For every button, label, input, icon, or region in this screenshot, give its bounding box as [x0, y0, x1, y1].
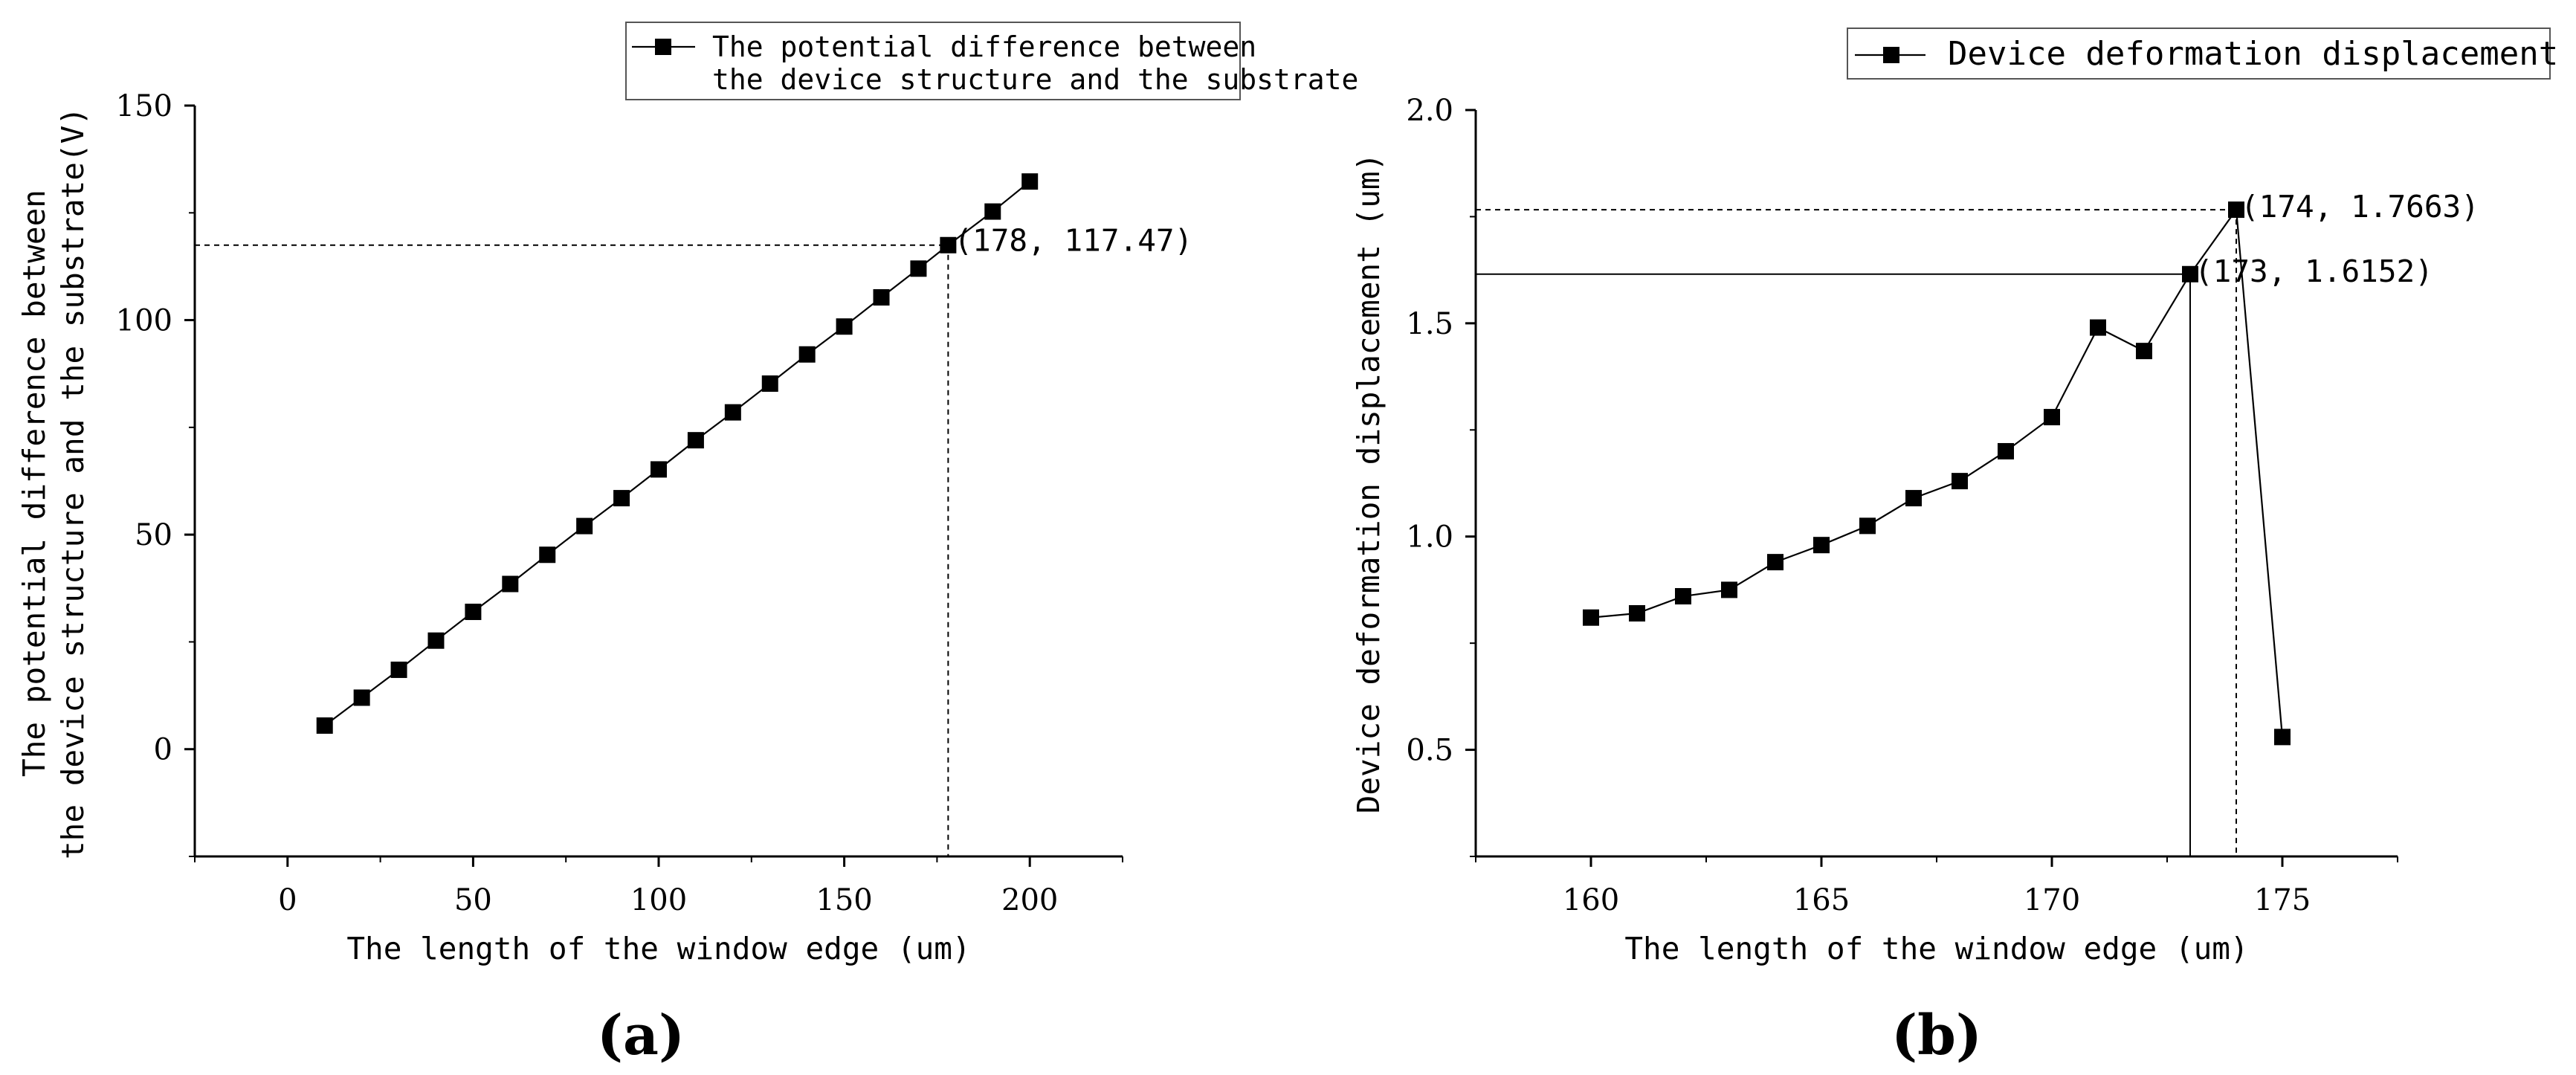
data-point [798, 346, 816, 363]
y-tick-label: 100 [116, 304, 172, 338]
x-tick-label: 150 [816, 883, 872, 917]
legend-box [1847, 28, 2551, 80]
data-point [1629, 604, 1645, 622]
data-point [1859, 517, 1876, 535]
data-point [1675, 588, 1691, 605]
data-point [502, 575, 519, 593]
data-point [576, 517, 593, 535]
y-tick-label: 1.0 [1406, 520, 1453, 555]
data-point [761, 375, 778, 392]
data-point [1767, 554, 1783, 571]
legend-label: The potential difference between [712, 30, 1256, 63]
data-point [539, 546, 556, 564]
x-tick-label: 50 [454, 883, 492, 917]
data-point [613, 490, 630, 507]
data-point [687, 432, 704, 449]
data-point [1721, 581, 1737, 598]
y-tick-label: 0 [154, 733, 172, 767]
annotation-label: (173, 1.6152) [2195, 254, 2433, 289]
panel-label: (b) [1891, 1004, 1982, 1068]
data-point [1021, 173, 1039, 190]
y-tick-label: 150 [116, 89, 172, 123]
y-axis-title: The potential difference between [16, 190, 52, 777]
y-tick-label: 50 [135, 518, 172, 552]
panel-label: (a) [597, 1004, 685, 1068]
legend-marker [655, 39, 671, 55]
data-point [1905, 490, 1922, 507]
x-tick-label: 0 [278, 883, 297, 917]
data-point [2136, 343, 2152, 360]
chart-a: 0 50 100 150 200 0 50 100 150 The length of the w… [16, 22, 1358, 1068]
legend-box [625, 22, 1241, 100]
legend-marker [1883, 47, 1899, 63]
data-point [1952, 473, 1968, 490]
data-point [2228, 201, 2244, 219]
series-line [1590, 207, 2284, 737]
data-point [2090, 319, 2106, 336]
data-point [316, 717, 333, 734]
data-point [1998, 442, 2014, 459]
y-axis-title: Device deformation displacement (um) [1351, 153, 1387, 814]
chart-b: 160 165 170 175 0.5 1.0 1.5 2.0 The length of th… [1351, 28, 2558, 1068]
data-point [2182, 265, 2198, 283]
data-point [1813, 537, 1830, 554]
x-tick-label: 160 [1563, 883, 1619, 917]
x-tick-label: 100 [630, 883, 687, 917]
x-tick-label: 170 [2024, 883, 2080, 917]
data-point [836, 318, 853, 335]
legend-label: the device structure and the substrate [712, 63, 1358, 96]
data-point [465, 604, 482, 621]
data-point [651, 461, 667, 478]
y-tick-label: 1.5 [1406, 307, 1453, 341]
data-point [724, 404, 741, 421]
y-axis-title: the device structure and the substrate(V… [55, 107, 91, 859]
data-point [873, 288, 890, 306]
data-point [2044, 409, 2060, 426]
data-point [1583, 609, 1599, 626]
data-point [427, 632, 445, 649]
data-point [984, 203, 1001, 220]
y-tick-label: 0.5 [1406, 734, 1453, 768]
data-point [353, 689, 370, 706]
data-point [910, 260, 927, 277]
x-axis-title: The length of the window edge (um) [346, 931, 970, 966]
data-point [2274, 729, 2291, 746]
data-point [390, 661, 407, 678]
y-tick-label: 2.0 [1406, 94, 1453, 128]
annotation-label: (174, 1.7663) [2241, 189, 2479, 225]
x-tick-label: 175 [2254, 883, 2311, 917]
annotation-label: (178, 117.47) [954, 223, 1192, 259]
x-tick-label: 165 [1793, 883, 1850, 917]
x-axis-title: The length of the window edge (um) [1624, 931, 2248, 966]
legend-label: Device deformation displacement [1948, 35, 2558, 73]
data-point [940, 236, 957, 254]
x-tick-label: 200 [1001, 883, 1058, 917]
